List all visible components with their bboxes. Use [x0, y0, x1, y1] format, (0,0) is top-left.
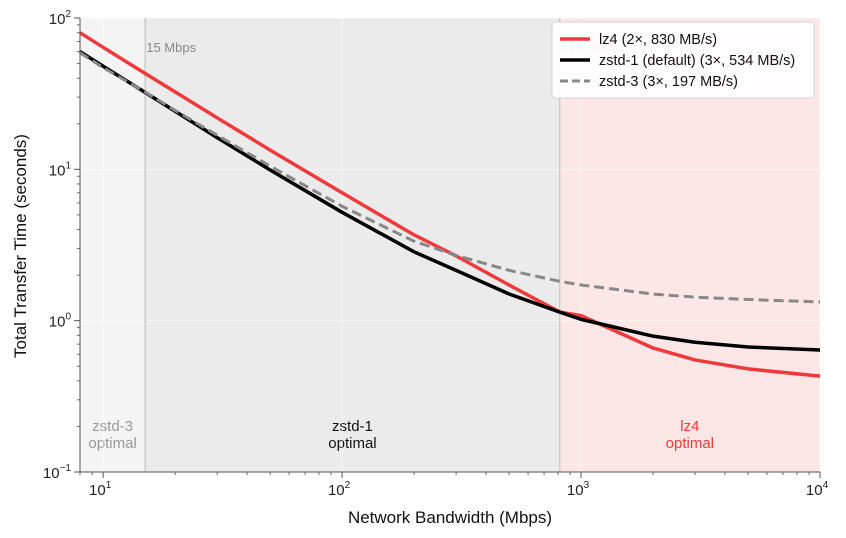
y-tick-label-exp: 1 [65, 160, 71, 171]
series-line-0 [79, 31, 821, 378]
y-tick-label-base: 10 [49, 162, 66, 179]
x-tick-label-base: 10 [328, 482, 345, 499]
legend-box [551, 21, 815, 99]
legend-label-0: lz4 (2×, 830 MB/s) [599, 32, 717, 48]
x-tick-label: 103 [567, 480, 590, 499]
y-tick-label: 101 [49, 160, 72, 179]
x-tick-label-exp: 1 [106, 480, 112, 491]
y-tick-label-exp: −1 [60, 463, 72, 474]
legend-layer: lz4 (2×, 830 MB/s) zstd-1 (default) (3×, … [551, 21, 815, 99]
series-layer [79, 31, 821, 378]
boundary-label: 15 Mbps [146, 40, 196, 55]
y-tick-label-base: 10 [49, 314, 66, 331]
legend-label-2: zstd-3 (3×, 197 MB/s) [599, 74, 738, 90]
region-band-zstd-1 [145, 18, 560, 472]
y-tick-label: 102 [49, 9, 72, 28]
series-line-2 [79, 51, 821, 304]
y-tick-label-base: 10 [43, 465, 60, 482]
x-tick-label: 104 [806, 480, 829, 499]
region-label-lz4: lz4 [680, 418, 699, 435]
y-axis-label: Total Transfer Time (seconds) [11, 134, 30, 358]
x-axis-label: Network Bandwidth (Mbps) [348, 508, 552, 527]
region-label-zstd-1: zstd-1 [332, 418, 373, 435]
x-tick-label-base: 10 [806, 482, 823, 499]
legend-label-1: zstd-1 (default) (3×, 534 MB/s) [599, 53, 795, 69]
region-sublabel-lz4: optimal [666, 435, 714, 452]
y-tick-label-exp: 2 [65, 9, 71, 20]
y-tick-label: 100 [49, 312, 72, 331]
region-sublabel-zstd-3: optimal [88, 435, 136, 452]
x-tick-label-exp: 4 [823, 480, 829, 491]
y-tick-label: 10−1 [43, 463, 72, 482]
x-tick-label: 101 [89, 480, 112, 499]
y-tick-label-base: 10 [49, 11, 66, 28]
region-label-zstd-3: zstd-3 [92, 418, 133, 435]
region-sublabel-zstd-1: optimal [328, 435, 376, 452]
x-tick-label-exp: 2 [345, 480, 351, 491]
x-tick-label-exp: 3 [584, 480, 590, 491]
x-tick-label: 102 [328, 480, 351, 499]
x-tick-label-base: 10 [567, 482, 584, 499]
x-tick-label-base: 10 [89, 482, 106, 499]
y-tick-label-exp: 0 [65, 312, 71, 323]
region-band-zstd-3 [80, 18, 146, 472]
